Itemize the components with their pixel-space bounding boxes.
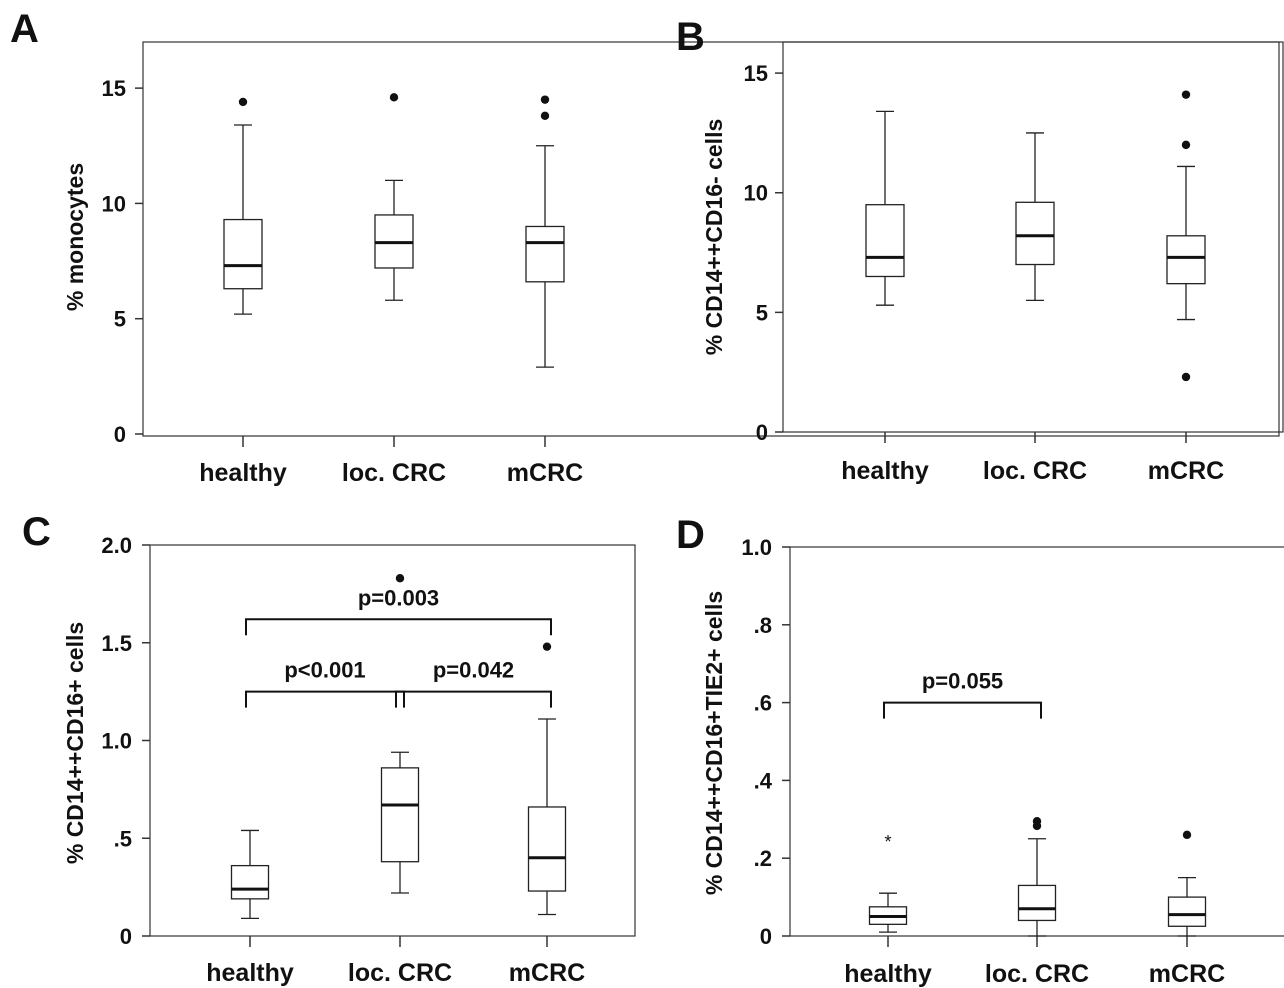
y-tick-label: 0 bbox=[760, 924, 772, 949]
plot-frame bbox=[782, 41, 1284, 433]
box-healthy: * bbox=[868, 832, 908, 933]
outlier-point bbox=[540, 111, 550, 120]
box-loccrc bbox=[374, 93, 414, 301]
x-tick-label: loc. CRC bbox=[342, 459, 446, 487]
y-axis-label: % monocytes bbox=[62, 163, 88, 311]
outlier-point bbox=[389, 93, 399, 102]
y-tick-label: 2.0 bbox=[101, 533, 132, 558]
p-value-label: p=0.003 bbox=[358, 585, 439, 610]
x-tick-label: healthy bbox=[206, 959, 294, 987]
outlier-star: * bbox=[884, 832, 891, 852]
y-tick-label: 0 bbox=[756, 420, 768, 445]
y-tick-label: 0 bbox=[114, 422, 126, 447]
y-tick-label: 15 bbox=[744, 61, 768, 86]
iqr-box bbox=[527, 806, 567, 892]
panel-letter: B bbox=[676, 15, 705, 59]
x-tick-label: mCRC bbox=[507, 459, 583, 487]
panel-b: B 0 5 10 15 % CD14++CD16- cells healthy loc. CR… bbox=[676, 15, 1284, 485]
panel-a: A 0 5 10 15 % monocytes healthy loc. CRC mCRC bbox=[10, 7, 1280, 487]
y-tick-label: 10 bbox=[744, 181, 768, 206]
box-loccrc bbox=[1015, 132, 1055, 302]
iqr-box bbox=[525, 225, 565, 283]
x-tick-label: mCRC bbox=[1149, 960, 1225, 988]
box-mcrc bbox=[525, 95, 565, 368]
y-axis-label: % CD14++CD16+TIE2+ cells bbox=[701, 591, 727, 895]
significance-bracket: p=0.042 bbox=[395, 658, 552, 708]
outlier-point bbox=[542, 642, 552, 651]
y-axis-label: % CD14++CD16- cells bbox=[701, 119, 727, 356]
iqr-box bbox=[1167, 896, 1207, 927]
iqr-box bbox=[1015, 201, 1055, 266]
y-tick-label: .6 bbox=[754, 691, 772, 716]
iqr-box bbox=[380, 767, 420, 863]
y-tick-label: 5 bbox=[114, 307, 126, 332]
iqr-box bbox=[230, 864, 270, 900]
outlier-point bbox=[238, 97, 248, 107]
box-healthy bbox=[865, 110, 905, 306]
y-tick-label: .5 bbox=[114, 826, 132, 851]
x-tick-label: loc. CRC bbox=[348, 959, 452, 987]
panel-letter: A bbox=[10, 7, 39, 51]
box-loccrc bbox=[1017, 817, 1057, 937]
outlier-point bbox=[1181, 90, 1191, 99]
iqr-box bbox=[865, 204, 905, 278]
p-value-label: p<0.001 bbox=[284, 658, 365, 683]
iqr-box bbox=[223, 218, 263, 290]
y-tick-label: .4 bbox=[754, 768, 773, 793]
y-tick-label: 1.0 bbox=[741, 535, 772, 560]
y-tick-label: 10 bbox=[102, 191, 126, 216]
y-tick-label: 1.0 bbox=[101, 729, 132, 754]
significance-bracket: p<0.001 bbox=[245, 658, 405, 708]
bracket-line bbox=[245, 618, 552, 636]
iqr-box bbox=[1166, 235, 1206, 285]
plot-frame bbox=[142, 41, 1280, 437]
y-tick-label: .2 bbox=[754, 846, 772, 871]
iqr-box bbox=[1017, 884, 1057, 922]
p-value-label: p=0.055 bbox=[922, 669, 1003, 694]
x-tick-label: healthy bbox=[844, 960, 932, 988]
box-healthy bbox=[230, 829, 270, 920]
outlier-point bbox=[1032, 817, 1042, 826]
outlier-point bbox=[540, 95, 550, 104]
x-tick-label: healthy bbox=[841, 457, 929, 485]
x-tick-label: loc. CRC bbox=[985, 960, 1089, 988]
outlier-point bbox=[395, 574, 405, 583]
x-tick-label: mCRC bbox=[509, 959, 585, 987]
outlier-point bbox=[1181, 372, 1191, 382]
significance-bracket: p=0.055 bbox=[883, 669, 1042, 719]
y-tick-label: 0 bbox=[120, 924, 132, 949]
panel-letter: D bbox=[676, 513, 705, 557]
panel-letter: C bbox=[22, 510, 51, 554]
outlier-point bbox=[1181, 140, 1191, 150]
x-tick-label: mCRC bbox=[1148, 457, 1224, 485]
box-mcrc bbox=[527, 642, 567, 916]
panel-c: C 0 .5 1.0 1.5 2.0 % CD14++CD16+ cells healthy l… bbox=[22, 510, 636, 987]
box-healthy bbox=[223, 97, 263, 315]
outlier-point bbox=[1182, 830, 1192, 840]
p-value-label: p=0.042 bbox=[433, 658, 514, 683]
y-tick-label: .8 bbox=[754, 613, 772, 638]
bracket-line bbox=[883, 701, 1042, 719]
y-tick-label: 5 bbox=[756, 300, 768, 325]
panel-d: D 0 .2 .4 .6 .8 1.0 % CD14++CD16+TIE2+ cells hea… bbox=[676, 513, 1284, 988]
significance-bracket: p=0.003 bbox=[245, 585, 552, 636]
y-tick-label: 15 bbox=[102, 76, 126, 101]
x-tick-label: healthy bbox=[199, 459, 287, 487]
bracket-line bbox=[395, 690, 552, 708]
y-tick-label: 1.5 bbox=[101, 631, 132, 656]
y-axis-label: % CD14++CD16+ cells bbox=[62, 622, 88, 864]
x-tick-label: loc. CRC bbox=[983, 457, 1087, 485]
bracket-line bbox=[245, 690, 405, 708]
box-mcrc bbox=[1166, 90, 1206, 382]
box-mcrc bbox=[1167, 830, 1207, 937]
box-loccrc bbox=[380, 574, 420, 894]
